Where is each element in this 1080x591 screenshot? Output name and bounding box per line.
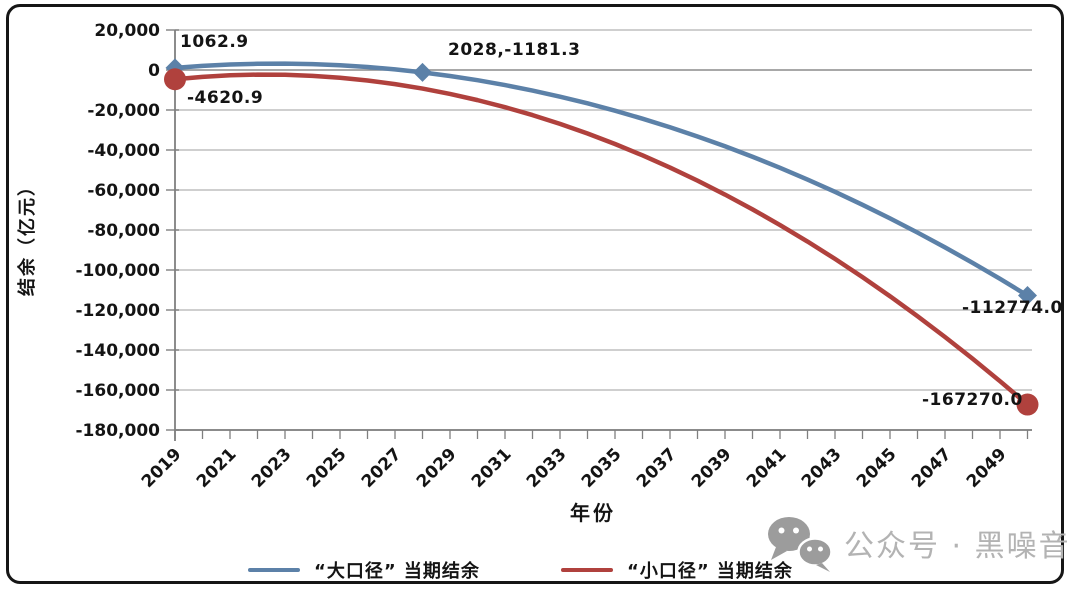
legend-item-red: “小口径” 当期结余: [561, 557, 793, 583]
legend-label-blue: “大口径” 当期结余: [314, 561, 480, 582]
y-tick-label: -40,000: [87, 141, 160, 161]
marker-diamond: [413, 62, 432, 82]
marker-circle: [1016, 393, 1039, 416]
x-tick-label: 2021: [193, 444, 241, 492]
y-axis-title: 结余（亿元）: [17, 176, 38, 296]
x-tick-label: 2031: [468, 444, 516, 492]
y-tick-label: 20,000: [94, 21, 160, 41]
series-line: [172, 72, 1030, 407]
x-tick-label: 2049: [963, 444, 1011, 492]
x-tick-label: 2019: [138, 444, 186, 492]
y-tick-label: -100,000: [76, 261, 161, 281]
x-tick-label: 2041: [743, 444, 791, 492]
data-label-blue-2050: -112774.0: [962, 298, 1063, 318]
y-tick-label: -140,000: [76, 341, 161, 361]
legend-swatch-blue: [248, 568, 300, 572]
x-tick-label: 2043: [798, 444, 846, 492]
x-tick-label: 2039: [688, 444, 736, 492]
y-tick-label: -160,000: [76, 381, 161, 401]
y-tick-label: -180,000: [76, 421, 161, 441]
x-tick-label: 2029: [413, 444, 461, 492]
y-tick-label: -80,000: [87, 221, 160, 241]
x-tick-label: 2037: [633, 444, 681, 492]
x-tick-label: 2045: [853, 444, 901, 492]
x-tick-label: 2027: [358, 444, 406, 492]
y-tick-label: -60,000: [87, 181, 160, 201]
x-axis-title: 年份: [570, 501, 616, 525]
marker-diamond: [1018, 286, 1037, 306]
x-tick-label: 2023: [248, 444, 296, 492]
legend-item-blue: “大口径” 当期结余: [248, 557, 480, 583]
x-tick-label: 2035: [578, 444, 626, 492]
x-tick-label: 2025: [303, 444, 351, 492]
series-line: [172, 61, 1030, 298]
legend-label-red: “小口径” 当期结余: [627, 561, 793, 582]
y-tick-label: -120,000: [76, 301, 161, 321]
y-tick-label: -20,000: [87, 101, 160, 121]
data-label-blue-2019: 1062.9: [180, 32, 249, 52]
legend-swatch-red: [561, 568, 613, 572]
marker-circle: [164, 68, 186, 91]
y-tick-label: 0: [148, 61, 160, 81]
data-label-red-2019: -4620.9: [187, 88, 264, 108]
x-tick-label: 2033: [523, 444, 571, 492]
data-label-blue-2028: 2028,-1181.3: [448, 40, 581, 60]
data-label-red-2050: -167270.0: [922, 390, 1023, 410]
x-tick-label: 2047: [908, 444, 956, 492]
